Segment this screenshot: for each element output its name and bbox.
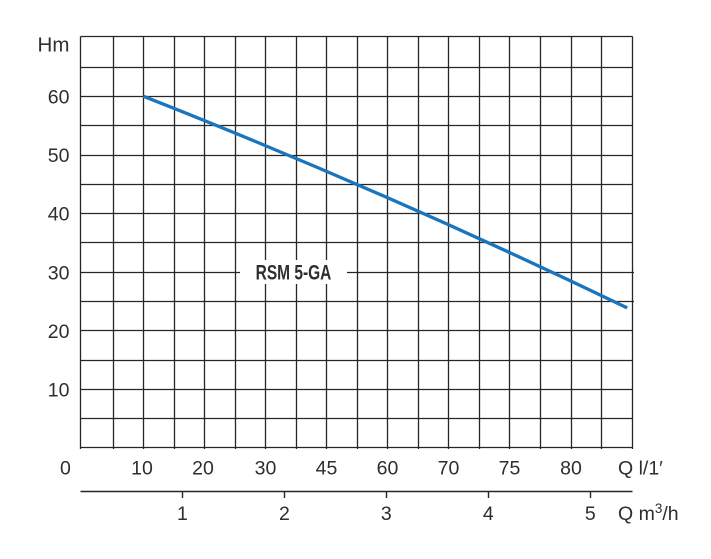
svg-text:30: 30 — [255, 458, 277, 480]
svg-text:75: 75 — [499, 458, 521, 480]
svg-text:50: 50 — [48, 145, 70, 167]
svg-text:60: 60 — [377, 458, 399, 480]
svg-text:20: 20 — [48, 321, 70, 343]
svg-text:20: 20 — [192, 458, 214, 480]
svg-text:Hm: Hm — [38, 33, 70, 56]
svg-text:70: 70 — [438, 458, 460, 480]
svg-text:Q l/1′: Q l/1′ — [618, 458, 663, 480]
svg-text:3: 3 — [381, 503, 392, 525]
svg-text:0: 0 — [60, 458, 71, 480]
svg-text:4: 4 — [483, 503, 494, 525]
svg-text:5: 5 — [585, 503, 596, 525]
svg-text:60: 60 — [48, 87, 70, 109]
svg-text:40: 40 — [48, 204, 70, 226]
svg-text:1: 1 — [177, 503, 188, 525]
svg-text:10: 10 — [48, 379, 70, 401]
svg-text:80: 80 — [560, 458, 582, 480]
svg-text:10: 10 — [131, 458, 153, 480]
svg-text:45: 45 — [316, 458, 338, 480]
svg-text:Q m3/h: Q m3/h — [618, 501, 679, 525]
svg-text:RSM 5-GA: RSM 5-GA — [256, 260, 332, 284]
svg-text:30: 30 — [48, 262, 70, 284]
svg-text:2: 2 — [279, 503, 290, 525]
